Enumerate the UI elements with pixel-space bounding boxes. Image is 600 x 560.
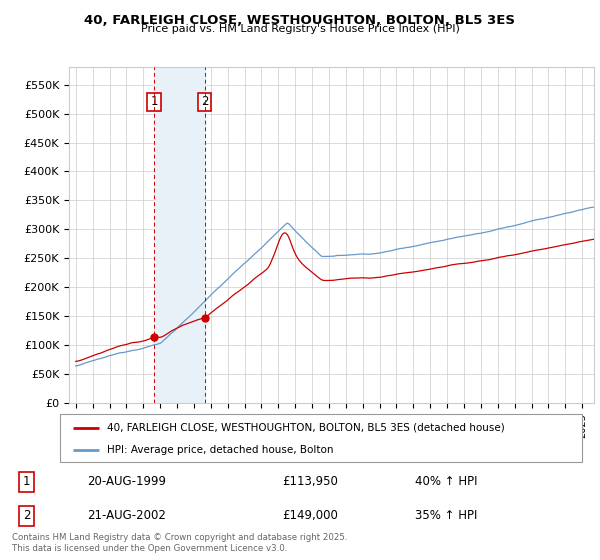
Text: 1: 1 [151,95,158,109]
Text: 2: 2 [23,509,30,522]
Text: 21-AUG-2002: 21-AUG-2002 [87,509,166,522]
Text: 2: 2 [201,95,208,109]
Text: Price paid vs. HM Land Registry's House Price Index (HPI): Price paid vs. HM Land Registry's House … [140,24,460,34]
FancyBboxPatch shape [60,414,582,462]
Text: Contains HM Land Registry data © Crown copyright and database right 2025.
This d: Contains HM Land Registry data © Crown c… [12,533,347,553]
Text: 1: 1 [23,475,30,488]
Text: 40, FARLEIGH CLOSE, WESTHOUGHTON, BOLTON, BL5 3ES: 40, FARLEIGH CLOSE, WESTHOUGHTON, BOLTON… [85,14,515,27]
Bar [154,67,205,403]
Text: 40% ↑ HPI: 40% ↑ HPI [415,475,478,488]
Text: 35% ↑ HPI: 35% ↑ HPI [415,509,478,522]
Text: 20-AUG-1999: 20-AUG-1999 [87,475,166,488]
Text: £149,000: £149,000 [283,509,338,522]
Text: HPI: Average price, detached house, Bolton: HPI: Average price, detached house, Bolt… [107,445,334,455]
Text: £113,950: £113,950 [283,475,338,488]
Text: 40, FARLEIGH CLOSE, WESTHOUGHTON, BOLTON, BL5 3ES (detached house): 40, FARLEIGH CLOSE, WESTHOUGHTON, BOLTON… [107,423,505,433]
